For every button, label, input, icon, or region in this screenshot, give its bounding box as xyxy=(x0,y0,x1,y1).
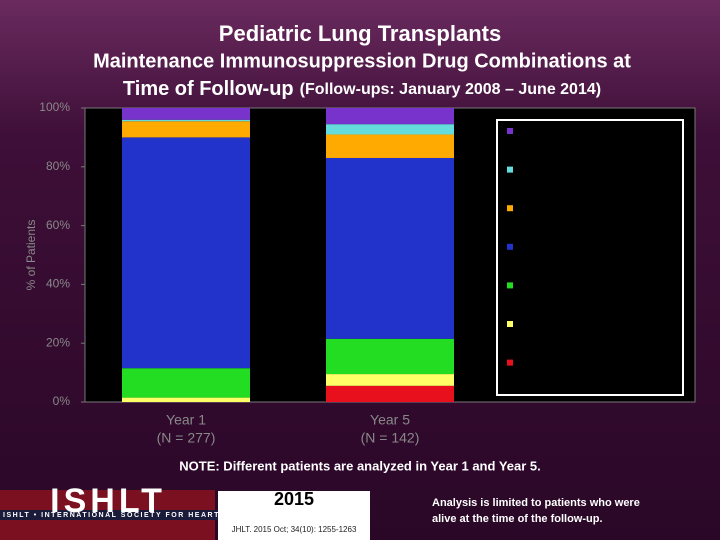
subtitle: Time of Follow-up (Follow-ups: January 20… xyxy=(123,78,601,100)
bar-segment xyxy=(122,397,250,402)
analysis-note: alive at the time of the follow-up. xyxy=(432,513,603,525)
subtitle: Maintenance Immunosuppression Drug Combi… xyxy=(93,50,631,72)
analysis-note: Analysis is limited to patients who were xyxy=(432,497,640,509)
society: ISHLT • INTERNATIONAL SOCIETY FOR HEART … xyxy=(3,512,365,519)
x-tick-note: (N = 277) xyxy=(157,430,216,446)
legend-box xyxy=(496,119,684,396)
citation-box xyxy=(218,491,370,540)
note: NOTE: Different patients are analyzed in… xyxy=(179,458,541,473)
chart-title: Pediatric Lung Transplants xyxy=(219,21,501,46)
y-tick-label: 40% xyxy=(46,277,70,291)
legend-swatch xyxy=(507,128,513,134)
bar-segment xyxy=(326,338,454,375)
subtitle-period: (Follow-ups: January 2008 – June 2014) xyxy=(300,81,601,98)
year: 2015 xyxy=(274,489,314,509)
bar-segment xyxy=(326,157,454,339)
subtitle-main: Time of Follow-up xyxy=(123,78,294,100)
bar-segment xyxy=(122,137,250,369)
y-tick-label: 0% xyxy=(53,394,71,408)
legend-swatch xyxy=(507,282,513,289)
bar-segment xyxy=(326,385,454,402)
y-axis-label: % of Patients xyxy=(24,220,38,291)
x-tick-label: Year 1 xyxy=(166,412,206,428)
legend-swatch xyxy=(507,243,513,250)
legend-swatch xyxy=(507,205,513,212)
y-tick-label: 60% xyxy=(46,218,70,232)
x-tick-note: (N = 142) xyxy=(361,430,420,446)
logo: ISHLT xyxy=(50,482,166,520)
y-tick-label: 80% xyxy=(46,159,70,173)
x-tick-label: Year 5 xyxy=(370,412,410,428)
legend-swatch xyxy=(507,166,513,173)
citation: JHLT. 2015 Oct; 34(10): 1255-1263 xyxy=(232,525,357,534)
y-tick-label: 100% xyxy=(39,100,70,114)
bar-segment xyxy=(122,119,250,122)
logo-band xyxy=(0,510,370,520)
legend-swatch xyxy=(507,359,513,366)
y-tick-label: 20% xyxy=(46,335,70,349)
bar-segment xyxy=(326,124,454,135)
bar-segment xyxy=(326,374,454,386)
bar-segment xyxy=(326,108,454,125)
bar-segment xyxy=(326,134,454,158)
legend-swatch xyxy=(507,321,513,327)
bar-segment xyxy=(122,368,250,398)
bar-segment xyxy=(122,108,250,120)
bar-segment xyxy=(122,121,250,138)
